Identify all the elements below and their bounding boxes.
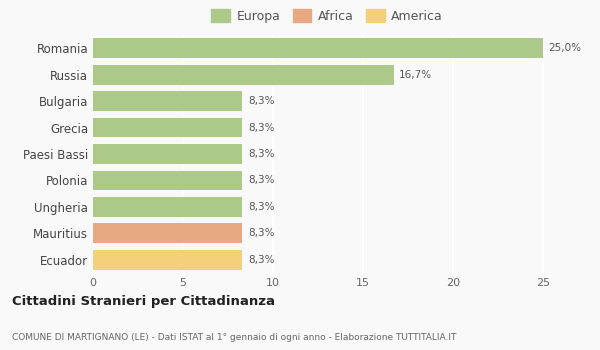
Text: 8,3%: 8,3%: [248, 228, 274, 238]
Bar: [93, 38, 543, 58]
Bar: [93, 223, 242, 243]
Text: 8,3%: 8,3%: [248, 255, 274, 265]
Bar: [93, 250, 242, 270]
Bar: [93, 91, 242, 111]
Text: 8,3%: 8,3%: [248, 175, 274, 186]
Text: 8,3%: 8,3%: [248, 122, 274, 133]
Text: 8,3%: 8,3%: [248, 202, 274, 212]
Bar: [93, 144, 242, 164]
Bar: [93, 118, 242, 138]
Text: 16,7%: 16,7%: [399, 70, 432, 80]
Bar: [93, 170, 242, 190]
Text: COMUNE DI MARTIGNANO (LE) - Dati ISTAT al 1° gennaio di ogni anno - Elaborazione: COMUNE DI MARTIGNANO (LE) - Dati ISTAT a…: [12, 332, 457, 342]
Text: Cittadini Stranieri per Cittadinanza: Cittadini Stranieri per Cittadinanza: [12, 294, 275, 308]
Legend: Europa, Africa, America: Europa, Africa, America: [208, 6, 446, 27]
Text: 8,3%: 8,3%: [248, 96, 274, 106]
Bar: [93, 197, 242, 217]
Text: 8,3%: 8,3%: [248, 149, 274, 159]
Text: 25,0%: 25,0%: [548, 43, 581, 53]
Bar: [93, 65, 394, 85]
